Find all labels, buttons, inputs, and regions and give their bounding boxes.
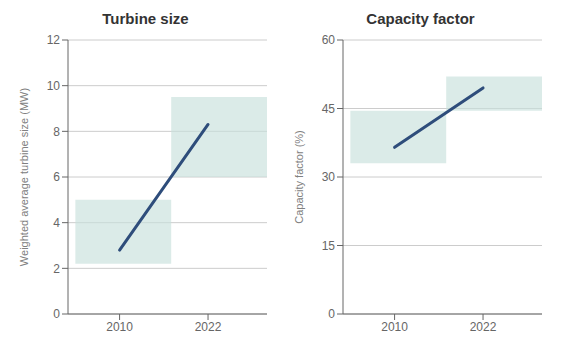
svg-text:2022: 2022	[470, 320, 497, 334]
svg-text:15: 15	[322, 239, 336, 253]
svg-text:60: 60	[322, 33, 336, 47]
html-text:Turbine size: Turbine size	[102, 10, 189, 27]
svg-text:2: 2	[53, 262, 60, 276]
svg-text:30: 30	[322, 170, 336, 184]
svg-text:Capacity factor (%): Capacity factor (%)	[293, 130, 305, 224]
svg-text:2022: 2022	[195, 320, 222, 334]
svg-text:2010: 2010	[381, 320, 408, 334]
svg-text:Weighted average turbine size: Weighted average turbine size (MW)	[18, 88, 30, 266]
svg-text:0: 0	[53, 307, 60, 321]
svg-text:6: 6	[53, 170, 60, 184]
svg-text:4: 4	[53, 216, 60, 230]
html-text:Capacity factor: Capacity factor	[366, 10, 475, 27]
svg-text:0: 0	[328, 307, 335, 321]
svg-text:45: 45	[322, 102, 336, 116]
svg-text:12: 12	[47, 33, 61, 47]
svg-text:8: 8	[53, 125, 60, 139]
svg-text:10: 10	[47, 79, 61, 93]
svg-text:2010: 2010	[106, 320, 133, 334]
